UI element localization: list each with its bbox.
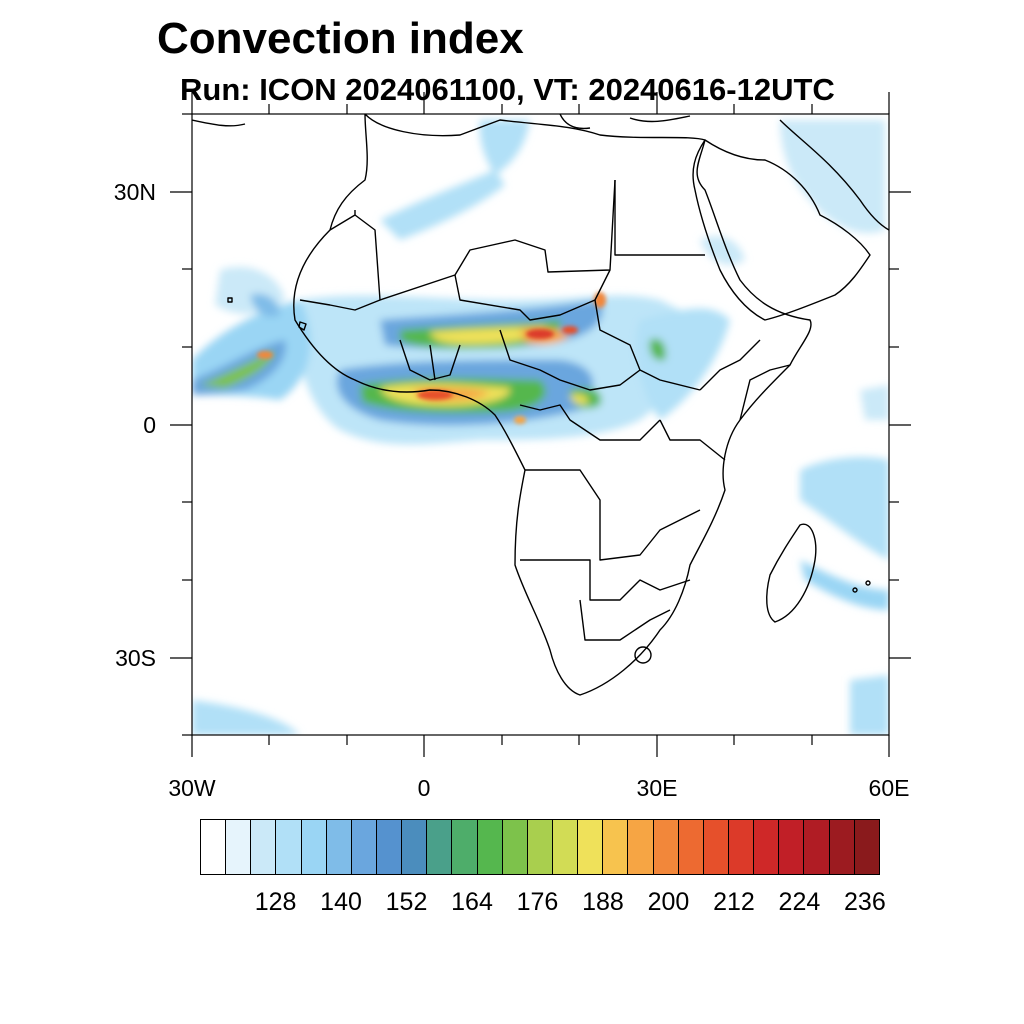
colorbar-swatch bbox=[201, 820, 227, 874]
convection-core bbox=[257, 292, 606, 424]
colorbar-swatch bbox=[804, 820, 830, 874]
axis-ticks bbox=[170, 92, 911, 757]
colorbar-label: 212 bbox=[713, 888, 755, 916]
colorbar-swatch bbox=[779, 820, 805, 874]
colorbar-label: 164 bbox=[451, 888, 493, 916]
colorbar-swatch bbox=[301, 820, 327, 874]
colorbar-swatch bbox=[854, 820, 879, 874]
colorbar-swatch bbox=[402, 820, 428, 874]
lat-label-0: 0 bbox=[143, 412, 156, 438]
colorbar-swatch bbox=[678, 820, 704, 874]
colorbar-swatch bbox=[703, 820, 729, 874]
colorbar bbox=[200, 819, 880, 875]
colorbar-label: 224 bbox=[778, 888, 821, 916]
colorbar-swatch bbox=[653, 820, 679, 874]
lat-label-30n: 30N bbox=[113, 179, 156, 205]
colorbar-swatch bbox=[578, 820, 604, 874]
colorbar-swatch bbox=[728, 820, 755, 874]
colorbar-swatch bbox=[628, 820, 654, 874]
convection-field bbox=[192, 120, 889, 735]
coastlines-borders bbox=[192, 114, 889, 696]
colorbar-swatch bbox=[251, 820, 277, 874]
lon-label-30e: 30E bbox=[636, 775, 678, 801]
lon-label-30w: 30W bbox=[168, 775, 216, 801]
colorbar-swatch bbox=[603, 820, 629, 874]
colorbar-label: 152 bbox=[385, 888, 428, 916]
chart-subtitle: Run: ICON 2024061100, VT: 20240616-12UTC bbox=[180, 72, 835, 107]
colorbar-label: 188 bbox=[582, 888, 624, 916]
lat-label-30s: 30S bbox=[115, 645, 156, 671]
colorbar-swatch bbox=[527, 820, 553, 874]
colorbar-label: 236 bbox=[844, 888, 886, 916]
colorbar-swatch bbox=[376, 820, 403, 874]
colorbar-swatch bbox=[326, 820, 352, 874]
colorbar-swatch bbox=[427, 820, 453, 874]
colorbar-swatch bbox=[452, 820, 478, 874]
colorbar-swatch bbox=[829, 820, 855, 874]
colorbar-swatch bbox=[351, 820, 377, 874]
lon-label-60e: 60E bbox=[868, 775, 910, 801]
colorbar-swatch bbox=[552, 820, 579, 874]
colorbar-swatch bbox=[477, 820, 503, 874]
colorbar-swatch bbox=[754, 820, 780, 874]
colorbar-swatch bbox=[502, 820, 528, 874]
colorbar-label: 200 bbox=[647, 888, 690, 916]
colorbar-label: 140 bbox=[320, 888, 362, 916]
colorbar-label: 176 bbox=[516, 888, 559, 916]
colorbar-swatch bbox=[226, 820, 252, 874]
colorbar-label: 128 bbox=[254, 888, 297, 916]
lon-label-0: 0 bbox=[417, 775, 431, 801]
colorbar-swatch bbox=[276, 820, 302, 874]
chart-title: Convection index bbox=[157, 14, 524, 63]
